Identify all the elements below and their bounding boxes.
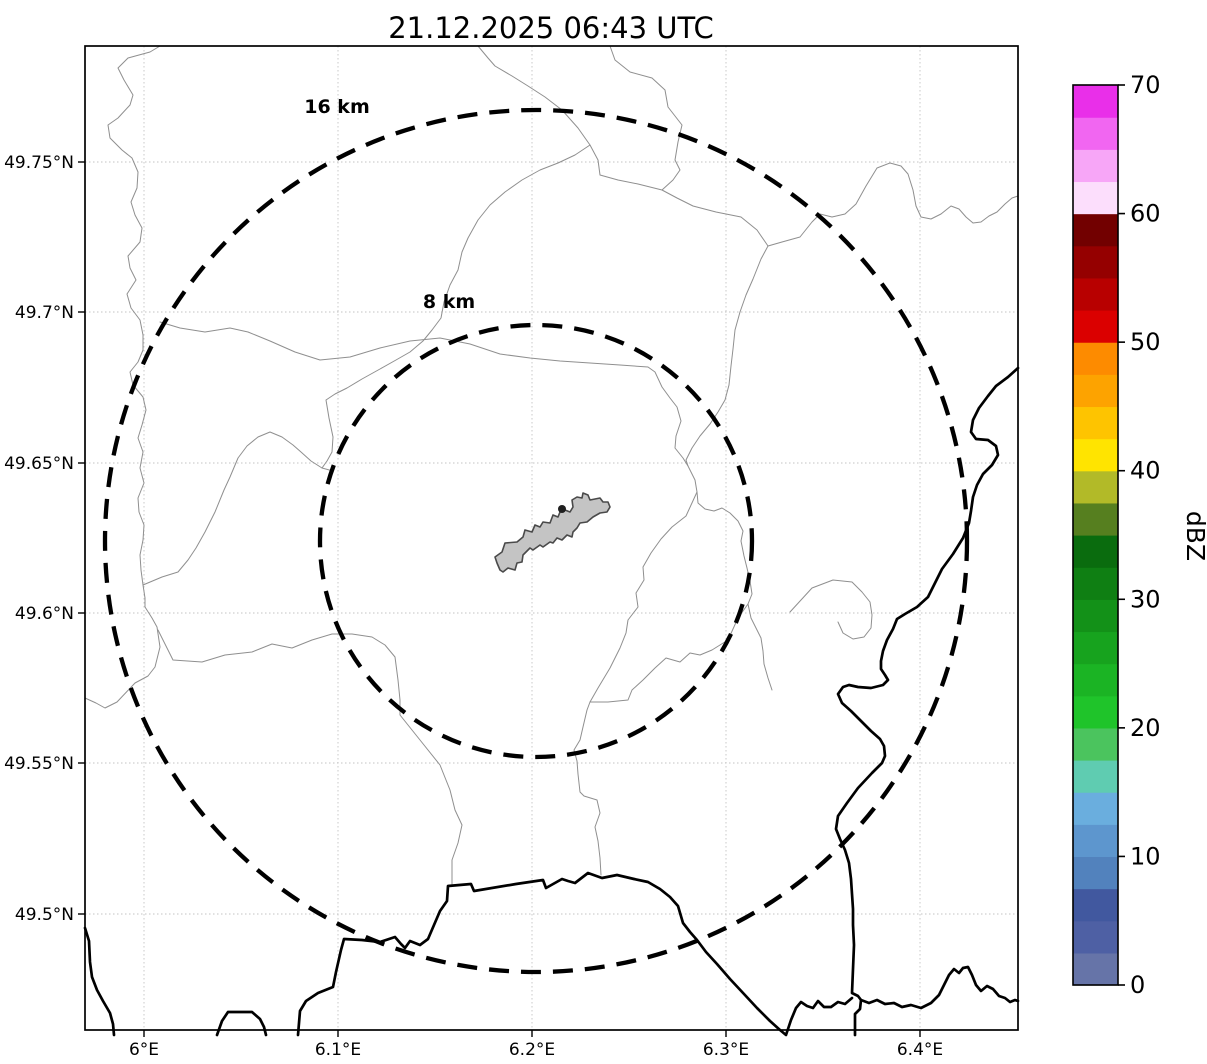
y-tick-label: 49.65°N [4,454,74,474]
country-border-line [834,366,1020,1037]
colorbar: 0 10 20 30 40 50 60 70 [1072,71,1161,999]
range-ring [102,107,970,975]
colorbar-cell [1073,117,1118,150]
colorbar-tick-label: 60 [1130,200,1161,228]
admin-boundary-line [321,144,591,469]
colorbar-cell [1073,567,1118,600]
colorbar-cell [1073,760,1118,793]
country-border-line [83,926,116,1037]
y-tick-label: 49.5°N [15,905,74,925]
colorbar-cell [1073,952,1118,986]
axes: 6°E 6.1°E 6.2°E 6.3°E 6.4°E 49.75°N 49.7°N 49.6… [4,45,1019,1060]
admin-boundaries [84,45,1019,885]
colorbar-cell [1073,663,1118,697]
plot-title: 21.12.2025 06:43 UTC [388,11,714,45]
admin-boundary-line [789,579,873,640]
admin-boundary-line [84,45,161,709]
range-ring-label: 8 km [423,291,475,313]
colorbar-cell [1073,727,1118,761]
range-ring [317,322,755,760]
colorbar-cell [1073,695,1118,729]
colorbar-cell [1073,631,1118,665]
colorbar-cell [1073,535,1118,568]
colorbar-cell [1073,245,1118,279]
colorbar-cell [1073,920,1118,954]
country-border-line [215,1010,268,1037]
admin-boundary-line [159,321,773,691]
colorbar-cell [1073,149,1118,183]
admin-boundary-line [589,491,698,703]
colorbar-tick-label: 40 [1130,457,1161,485]
country-border-line [296,871,854,1037]
admin-boundary-line [661,162,1019,247]
colorbar-tick-label: 20 [1130,714,1161,742]
colorbar-cell [1073,277,1118,311]
colorbar-cell [1073,181,1118,215]
colorbar-cell [1073,342,1118,375]
colorbar-cell [1073,85,1118,118]
colorbar-cell [1073,856,1118,890]
x-tick-label: 6.2°E [509,1040,555,1060]
range-ring-label: 16 km [304,96,370,118]
colorbar-tick-label: 10 [1130,842,1161,870]
y-tick-label: 49.7°N [15,303,74,323]
admin-boundary-line [609,45,683,191]
country-border-line [859,965,1020,1010]
colorbar-frame [1072,84,1119,986]
airport-area [494,492,611,573]
colorbar-tick-label: 30 [1130,585,1161,613]
admin-boundary-line [142,431,334,586]
range-rings: 16 km 8 km [102,96,970,975]
colorbar-cell [1073,470,1118,504]
colorbar-cell [1073,406,1118,440]
colorbar-cell [1073,374,1118,408]
colorbar-cell [1073,213,1118,247]
colorbar-cell [1073,792,1118,825]
admin-boundary-line [157,629,463,885]
x-tick-label: 6.3°E [703,1040,749,1060]
country-borders [83,366,1020,1037]
colorbar-cell [1073,888,1118,922]
colorbar-cell [1073,310,1118,343]
y-tick-label: 49.75°N [4,153,74,173]
colorbar-cell [1073,824,1118,858]
map-frame [84,45,1019,1031]
x-tick-label: 6.4°E [897,1040,943,1060]
admin-boundary-line [477,45,663,191]
x-tick-label: 6°E [129,1040,159,1060]
colorbar-tick-label: 50 [1130,328,1161,356]
colorbar-unit-label: dBZ [1181,511,1207,561]
admin-boundary-line [573,603,749,876]
x-tick-label: 6.1°E [315,1040,361,1060]
y-tick-label: 49.6°N [15,604,74,624]
colorbar-tick-label: 0 [1130,971,1145,999]
y-tick-label: 49.55°N [4,754,74,774]
colorbar-tick-label: 70 [1130,71,1161,99]
colorbar-cell [1073,599,1118,633]
colorbar-cell [1073,502,1118,536]
admin-boundary-line [685,245,769,467]
radar-site-marker [558,505,566,513]
airport-polygon [494,492,611,573]
colorbar-cell [1073,438,1118,472]
